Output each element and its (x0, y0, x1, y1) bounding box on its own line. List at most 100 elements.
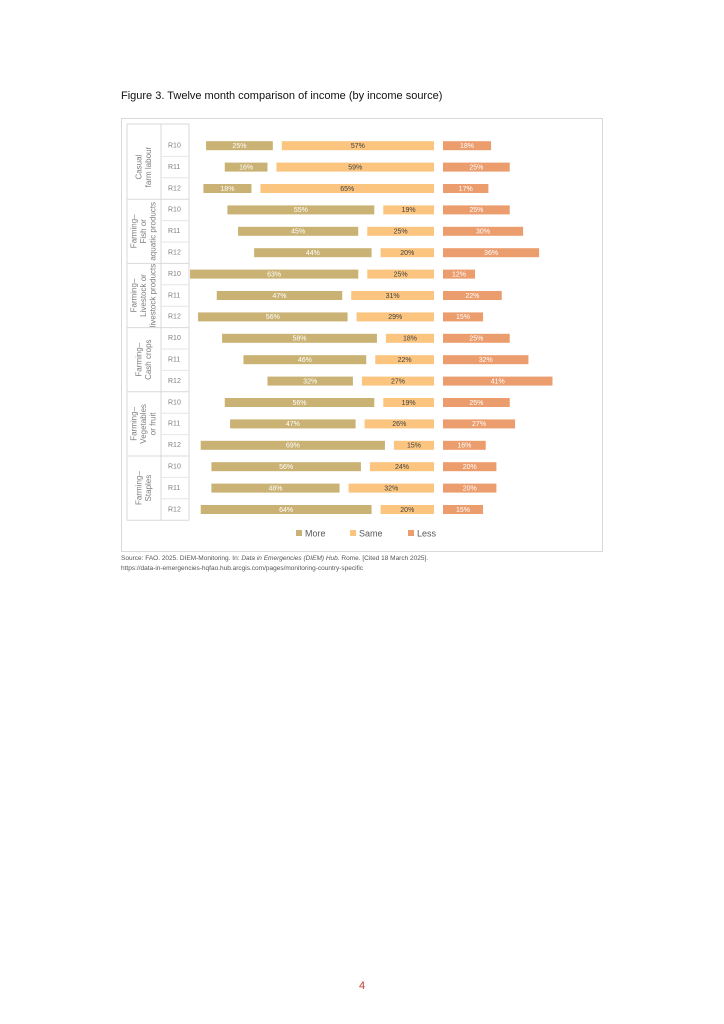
bar (356, 312, 434, 322)
bar (383, 398, 434, 407)
group-label-line: Casual (134, 154, 143, 179)
data-label: 45% (291, 229, 305, 236)
bar (443, 312, 484, 322)
bar (443, 505, 484, 514)
group-label-line: Vegetables (139, 404, 148, 444)
data-label: 57% (351, 143, 365, 150)
data-label: 29% (388, 314, 402, 321)
data-label: 20% (463, 464, 477, 471)
row-label: R11 (168, 292, 180, 299)
data-label: 25% (394, 271, 408, 278)
bar (380, 505, 434, 514)
bar (443, 483, 497, 493)
data-label: 22% (465, 293, 479, 300)
group-label: Farming– Vegetables or fruit (130, 404, 158, 444)
data-label: 31% (386, 293, 400, 300)
group-label-line: Farming– (130, 214, 139, 248)
bar (224, 162, 268, 172)
bar (206, 141, 273, 151)
bar (443, 398, 510, 407)
group-label-line: Staples (144, 475, 153, 502)
data-label: 47% (272, 293, 286, 300)
data-label: 20% (400, 507, 414, 514)
group-label: Farming– Fish or aquatic products (130, 202, 158, 261)
bar (383, 205, 434, 215)
source-url: https://data-in-emergencies-hqfao.hub.ar… (121, 565, 364, 572)
legend-label: Less (417, 528, 437, 538)
figure-title: Figure 3. Twelve month comparison of inc… (121, 90, 443, 102)
bar (238, 226, 359, 236)
group-label-line: Fish or (139, 219, 148, 244)
bar (211, 483, 340, 493)
bar (380, 248, 434, 258)
data-label: 56% (279, 464, 293, 471)
data-label: 55% (294, 207, 308, 214)
data-label: 15% (456, 314, 470, 321)
data-label: 18% (220, 186, 234, 193)
row-label: R10 (168, 143, 181, 150)
bar (224, 398, 375, 407)
bar (443, 184, 489, 193)
legend-label: Same (359, 528, 383, 538)
data-label: 69% (286, 443, 300, 450)
bar (276, 162, 434, 172)
data-label: 25% (232, 143, 246, 150)
data-label: 26% (392, 421, 406, 428)
source-italic: Data in Emergencies (DIEM) Hub (241, 555, 338, 562)
group-label-line: Farming– (130, 406, 139, 440)
data-label: 20% (463, 485, 477, 492)
bar (267, 376, 353, 386)
bar (385, 333, 434, 343)
data-label: 56% (293, 400, 307, 407)
data-label: 15% (407, 443, 421, 450)
bar (260, 184, 434, 193)
group-label: Farming– Cash crops (134, 339, 153, 379)
data-label: 25% (469, 207, 483, 214)
row-label: R10 (168, 335, 181, 342)
bar (443, 269, 476, 279)
bar (348, 483, 434, 493)
data-label: 65% (340, 186, 354, 193)
group-label: Farming– Livestock or livestock products (130, 264, 158, 328)
data-label: 32% (479, 357, 493, 364)
data-label: 19% (402, 207, 416, 214)
data-label: 32% (303, 378, 317, 385)
bar (367, 269, 434, 279)
bar (243, 355, 367, 365)
data-label: 30% (476, 229, 490, 236)
data-label: 25% (394, 229, 408, 236)
group-label-line: Farming– (134, 342, 143, 376)
bar (443, 376, 553, 386)
bar (443, 226, 524, 236)
data-label: 63% (267, 271, 281, 278)
bar (361, 376, 434, 386)
source-text: . Rome. [Cited 18 March 2025]. (337, 555, 429, 562)
data-label: 12% (452, 271, 466, 278)
row-label: R12 (168, 250, 181, 257)
data-label: 58% (293, 336, 307, 343)
data-label: 32% (384, 485, 398, 492)
row-label: R11 (168, 485, 180, 492)
bar (443, 205, 510, 215)
legend-label: More (305, 528, 326, 538)
data-label: 20% (400, 250, 414, 257)
bar (443, 440, 486, 450)
row-label: R12 (168, 506, 181, 513)
bar (443, 355, 529, 365)
data-label: 25% (469, 400, 483, 407)
data-label: 18% (460, 143, 474, 150)
group-label-line: Cash crops (144, 339, 153, 379)
bar (198, 312, 348, 322)
row-label: R11 (168, 228, 180, 235)
data-label: 16% (239, 164, 253, 171)
legend-swatch (296, 530, 302, 536)
row-label: R12 (168, 314, 181, 321)
group-label-line: Farming– (134, 471, 143, 505)
bar (443, 291, 502, 300)
bar (367, 226, 434, 236)
data-label: 15% (456, 507, 470, 514)
data-label: 64% (279, 507, 293, 514)
row-label: R12 (168, 442, 181, 449)
bar (443, 462, 497, 472)
